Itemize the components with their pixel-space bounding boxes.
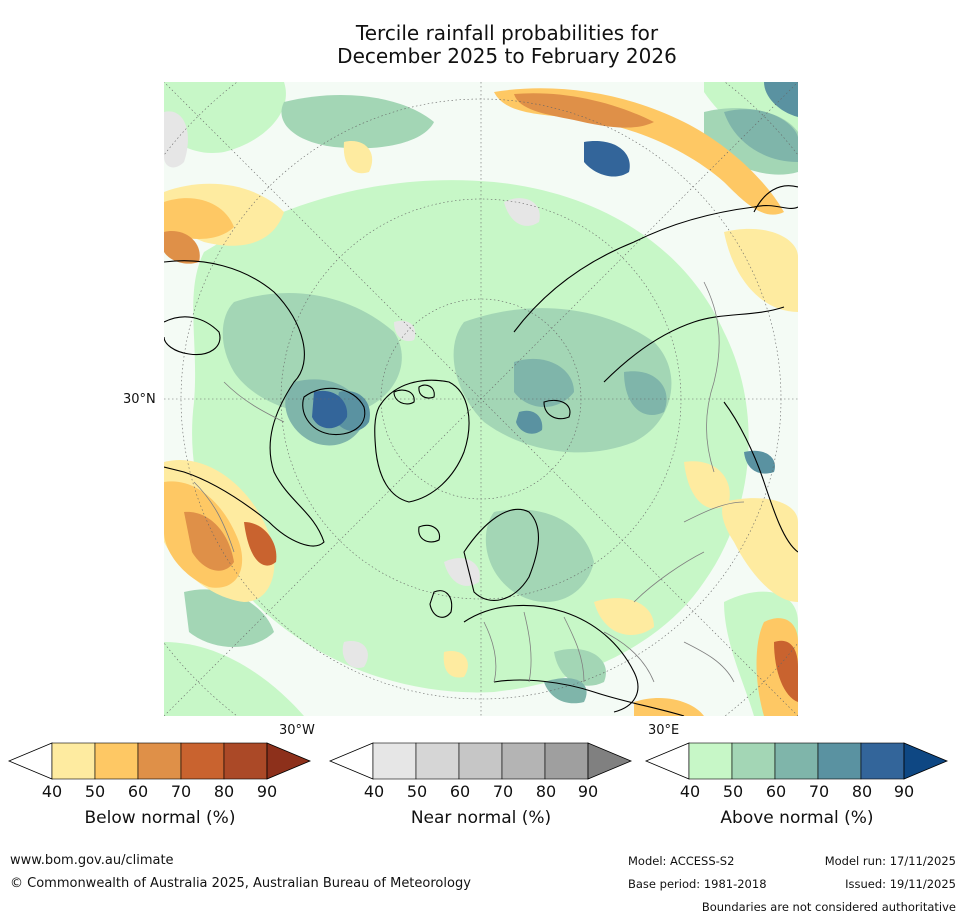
above-colorbar-bin-4 — [860, 742, 905, 780]
below-tick-70: 70 — [170, 782, 192, 801]
below-normal-colorbar — [7, 742, 312, 780]
below-normal-60-80-areas — [164, 93, 798, 702]
model-text: Model: ACCESS-S2 — [628, 854, 735, 868]
issued-text: Issued: 19/11/2025 — [845, 877, 956, 891]
below-colorbar-upper-extend — [266, 742, 312, 780]
below-colorbar-bin-2 — [137, 742, 182, 780]
below-normal-label: Below normal (%) — [84, 808, 236, 828]
above-tick-40: 40 — [679, 782, 701, 801]
above-normal-colorbar-svg — [644, 742, 949, 780]
above-normal-label: Above normal (%) — [720, 808, 874, 828]
above-normal-50-60-areas — [184, 94, 798, 686]
near-tick-40: 40 — [363, 782, 385, 801]
model-run-text: Model run: 17/11/2025 — [824, 854, 956, 868]
kamchatka-coast — [753, 185, 798, 213]
below-tick-90: 90 — [256, 782, 278, 801]
near-normal-colorbar-svg — [328, 742, 633, 780]
near-colorbar-upper-extend — [587, 742, 633, 780]
near-colorbar-bin-3 — [501, 742, 546, 780]
europe-coast — [463, 604, 639, 713]
below-tick-40: 40 — [41, 782, 63, 801]
below-tick-50: 50 — [84, 782, 106, 801]
map-svg — [164, 82, 798, 716]
title-line-1: Tercile rainfall probabilities for — [355, 21, 659, 45]
scandinavia-coast — [463, 508, 540, 601]
above-colorbar-bin-0 — [688, 742, 733, 780]
east-asia-coast — [723, 401, 798, 553]
iceland-coast — [418, 524, 441, 543]
near-colorbar-bin-1 — [415, 742, 460, 780]
below-tick-60: 60 — [127, 782, 149, 801]
near-colorbar-bin-2 — [458, 742, 503, 780]
above-tick-60: 60 — [765, 782, 787, 801]
below-colorbar-bin-0 — [51, 742, 96, 780]
above-colorbar-bin-2 — [774, 742, 819, 780]
below-colorbar-bin-3 — [180, 742, 225, 780]
below-normal-colorbar-svg — [7, 742, 312, 780]
arctic-islands — [393, 384, 571, 420]
label-30w: 30°W — [279, 723, 315, 738]
below-tick-80: 80 — [213, 782, 235, 801]
near-tick-50: 50 — [406, 782, 428, 801]
label-30n: 30°N — [123, 392, 156, 407]
above-tick-50: 50 — [722, 782, 744, 801]
near-colorbar-bin-4 — [544, 742, 589, 780]
above-colorbar-bin-3 — [817, 742, 862, 780]
disclaimer-text: Boundaries are not considered authoritat… — [701, 900, 956, 914]
north-america-coast — [164, 260, 325, 547]
country-borders — [193, 281, 745, 683]
above-colorbar-bin-1 — [731, 742, 776, 780]
alaska-coast — [164, 316, 221, 356]
above-colorbar-lower-extend — [644, 742, 690, 780]
base-period-text: Base period: 1981-2018 — [628, 877, 767, 891]
near-normal-colorbar — [328, 742, 633, 780]
africa-coast — [493, 679, 685, 716]
graticule — [164, 82, 798, 716]
copyright-text: © Commonwealth of Australia 2025, Austra… — [10, 876, 471, 891]
near-colorbar-lower-extend — [328, 742, 374, 780]
above-tick-70: 70 — [808, 782, 830, 801]
below-colorbar-lower-extend — [7, 742, 53, 780]
near-normal-label: Near normal (%) — [410, 808, 552, 828]
near-tick-80: 80 — [535, 782, 557, 801]
greenland-coast — [374, 379, 470, 503]
near-tick-70: 70 — [492, 782, 514, 801]
siberia-coast — [603, 306, 785, 383]
above-colorbar-upper-extend — [903, 742, 949, 780]
chart-title: Tercile rainfall probabilities for Decem… — [0, 22, 965, 68]
label-30e: 30°E — [648, 723, 680, 738]
website-link[interactable]: www.bom.gov.au/climate — [10, 853, 174, 868]
near-colorbar-bin-0 — [372, 742, 417, 780]
polar-map[interactable] — [164, 82, 798, 716]
above-normal-colorbar — [644, 742, 949, 780]
title-line-2: December 2025 to February 2026 — [337, 44, 677, 68]
below-colorbar-bin-4 — [223, 742, 268, 780]
above-tick-90: 90 — [893, 782, 915, 801]
near-tick-90: 90 — [577, 782, 599, 801]
below-colorbar-bin-1 — [94, 742, 139, 780]
eurasia-north-coast — [513, 205, 798, 333]
land-outlines — [164, 185, 798, 716]
uk-coast — [429, 590, 453, 618]
above-tick-80: 80 — [851, 782, 873, 801]
near-tick-60: 60 — [449, 782, 471, 801]
hudson-bay-coast — [302, 387, 366, 436]
